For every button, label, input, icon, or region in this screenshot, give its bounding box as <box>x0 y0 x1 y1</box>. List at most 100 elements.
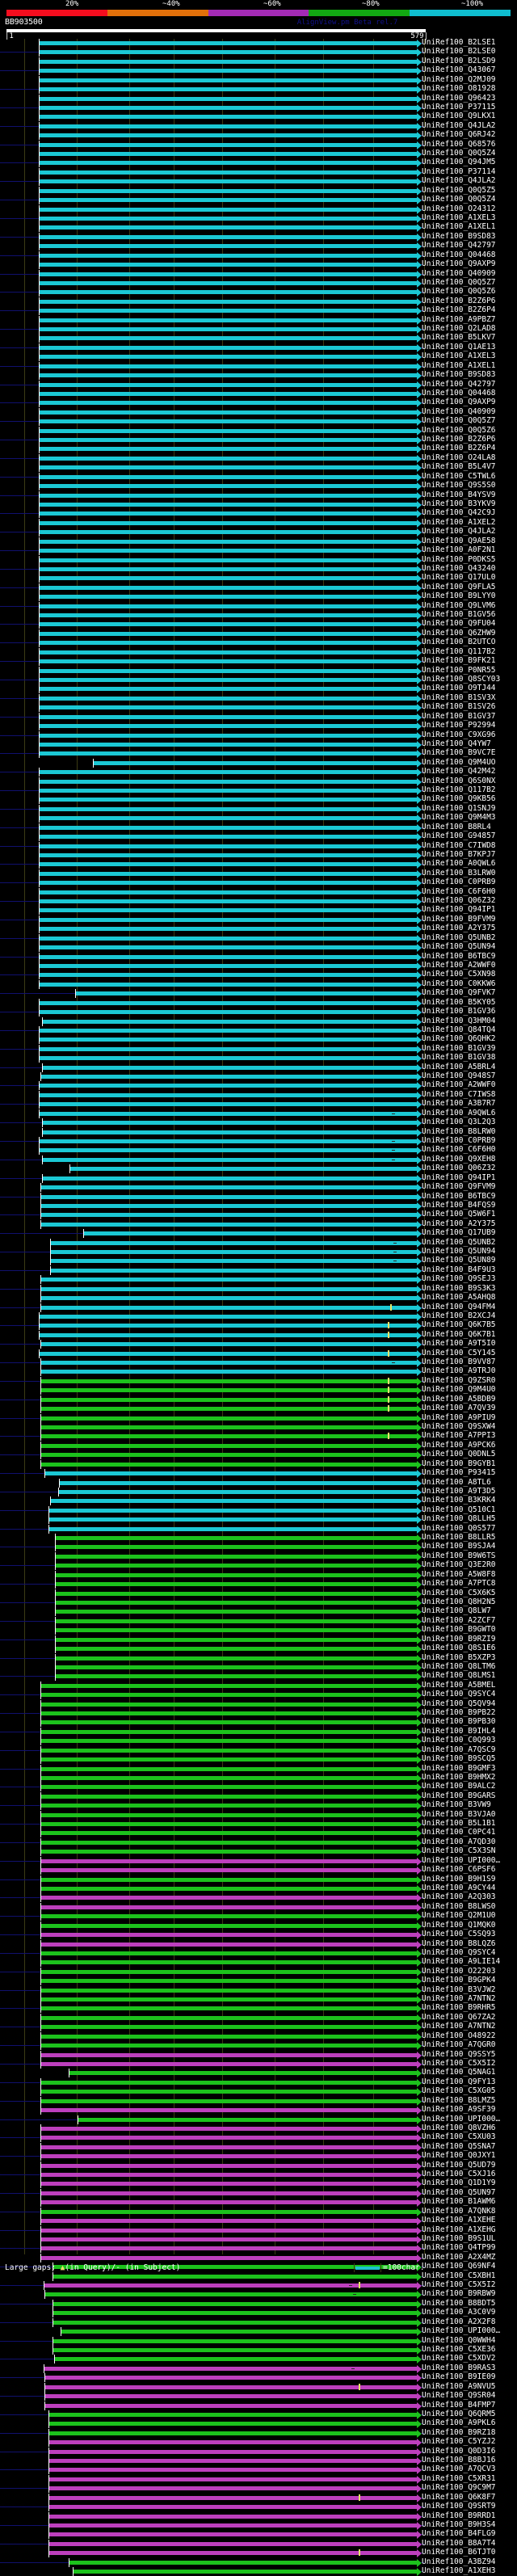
alignment-row[interactable]: UniRef100_B2UTCO <box>0 638 517 648</box>
hsp-bar[interactable] <box>40 87 417 92</box>
hsp-bar[interactable] <box>40 927 417 932</box>
hit-label[interactable]: UniRef100_B9ALC2 <box>422 1782 496 1791</box>
hit-label[interactable]: UniRef100_O24312 <box>422 204 496 213</box>
alignment-row[interactable]: UniRef100_A1XEHE <box>0 2216 517 2226</box>
hit-label[interactable]: UniRef100_Q117B2 <box>422 785 496 795</box>
hsp-bar[interactable] <box>40 1139 417 1143</box>
hsp-bar[interactable] <box>49 2551 417 2556</box>
hsp-bar[interactable] <box>40 604 417 608</box>
hit-label[interactable]: UniRef100_Q06Z32 <box>422 1164 496 1173</box>
hit-label[interactable]: UniRef100_Q6QHK2 <box>422 1034 496 1044</box>
alignment-row[interactable]: UniRef100_O48922 <box>0 2031 517 2041</box>
alignment-row[interactable]: UniRef100_B6TBC9 <box>0 952 517 962</box>
hsp-bar[interactable] <box>40 871 417 876</box>
hit-label[interactable]: UniRef100_B9RZI9 <box>422 1634 496 1644</box>
hsp-bar[interactable] <box>41 1711 417 1716</box>
hit-label[interactable]: UniRef100_Q5W6F1 <box>422 1210 496 1219</box>
hit-label[interactable]: UniRef100_C5XG05 <box>422 2086 496 2096</box>
hsp-bar[interactable] <box>40 465 417 470</box>
alignment-row[interactable]: UniRef100_A5BDB9 <box>0 1395 517 1404</box>
alignment-row[interactable]: UniRef100_P92994 <box>0 721 517 731</box>
alignment-row[interactable]: UniRef100_C5X5I2 <box>0 2059 517 2069</box>
hsp-bar[interactable] <box>40 576 417 581</box>
hsp-bar[interactable] <box>40 309 417 314</box>
hsp-bar[interactable] <box>40 474 417 479</box>
hsp-bar[interactable] <box>41 1739 417 1744</box>
alignment-row[interactable]: UniRef100_Q42M42 <box>0 767 517 777</box>
hit-label[interactable]: UniRef100_B9FK21 <box>422 656 496 666</box>
alignment-row[interactable]: UniRef100_A7NTN2 <box>0 2022 517 2032</box>
hit-label[interactable]: UniRef100_A1XEL1 <box>422 222 496 232</box>
hit-label[interactable]: UniRef100_Q9AXP9 <box>422 398 496 407</box>
alignment-row[interactable]: UniRef100_Q9FLA5 <box>0 583 517 592</box>
hit-label[interactable]: UniRef100_B8BDT5 <box>422 2298 496 2308</box>
hsp-bar[interactable] <box>49 2523 417 2528</box>
alignment-row[interactable]: UniRef100_B9PB22 <box>0 1708 517 1719</box>
hsp-bar[interactable] <box>41 2052 417 2057</box>
alignment-row[interactable]: UniRef100_Q5UNB2 <box>0 933 517 943</box>
alignment-row[interactable]: UniRef100_Q5SNA7 <box>0 2142 517 2152</box>
hit-label[interactable]: UniRef100_Q8LW7 <box>422 1606 491 1616</box>
hsp-bar[interactable] <box>40 225 417 230</box>
hsp-bar[interactable] <box>40 530 417 535</box>
hsp-bar[interactable] <box>56 1618 417 1623</box>
alignment-row[interactable]: UniRef100_B1SV26 <box>0 702 517 713</box>
hit-label[interactable]: UniRef100_A0F2N1 <box>422 545 496 555</box>
alignment-row[interactable]: UniRef100_C0KKW6 <box>0 979 517 989</box>
hit-label[interactable]: UniRef100_B1GV39 <box>422 1043 496 1053</box>
hsp-bar[interactable] <box>41 2191 417 2195</box>
alignment-row[interactable]: UniRef100_C5XJ16 <box>0 2170 517 2180</box>
alignment-row[interactable]: UniRef100_Q17UB9 <box>0 1228 517 1239</box>
hsp-bar[interactable] <box>41 1969 417 1974</box>
alignment-row[interactable]: UniRef100_B7KPJ7 <box>0 849 517 860</box>
alignment-row[interactable]: UniRef100_Q948S7 <box>0 1071 517 1082</box>
hsp-bar[interactable] <box>43 1121 417 1126</box>
hsp-bar[interactable] <box>41 1305 417 1310</box>
hsp-bar[interactable] <box>40 78 417 82</box>
hit-label[interactable]: UniRef100_Q9SYC4 <box>422 1947 496 1957</box>
alignment-row[interactable]: UniRef100_C5Y145 <box>0 1349 517 1358</box>
alignment-row[interactable]: UniRef100_B9GYB1 <box>0 1459 517 1469</box>
hsp-bar[interactable] <box>41 1804 417 1808</box>
hit-label[interactable]: UniRef100_Q9XEH8 <box>422 1154 496 1164</box>
hsp-bar[interactable] <box>41 2228 417 2233</box>
hit-label[interactable]: UniRef100_B9HMX2 <box>422 1772 496 1782</box>
hsp-bar[interactable] <box>40 503 417 507</box>
hit-label[interactable]: UniRef100_Q9LVM6 <box>422 600 496 610</box>
alignment-row[interactable]: UniRef100_Q5UN89 <box>0 1256 517 1266</box>
hsp-bar[interactable] <box>41 1887 417 1891</box>
hsp-bar[interactable] <box>41 2145 417 2149</box>
alignment-row[interactable]: UniRef100_Q9M4UO <box>0 758 517 768</box>
hit-label[interactable]: UniRef100_B9FVM9 <box>422 914 496 924</box>
hsp-bar[interactable] <box>40 835 417 840</box>
hsp-bar[interactable] <box>41 1960 417 1965</box>
hsp-bar[interactable] <box>69 2071 417 2076</box>
alignment-row[interactable]: UniRef100_Q9FY13 <box>0 2077 517 2087</box>
alignment-row[interactable]: UniRef100_B8LRW0 <box>0 1127 517 1137</box>
hit-label[interactable]: UniRef100_A2WWF0 <box>422 961 496 970</box>
hsp-bar[interactable] <box>53 2311 417 2316</box>
alignment-row[interactable]: UniRef100_A9PCK6 <box>0 1441 517 1450</box>
alignment-row[interactable]: UniRef100_O81928 <box>0 84 517 95</box>
hsp-bar[interactable] <box>41 1896 417 1900</box>
alignment-row[interactable]: UniRef100_B5L1B1 <box>0 1819 517 1829</box>
hsp-bar[interactable] <box>40 493 417 498</box>
hsp-bar[interactable] <box>40 714 417 719</box>
alignment-row[interactable]: UniRef100_A1XEL3 <box>0 351 517 362</box>
hit-label[interactable]: UniRef100_B7KPJ7 <box>422 849 496 859</box>
hsp-bar[interactable] <box>40 207 417 212</box>
alignment-row[interactable]: UniRef100_Q0Q5Z6 <box>0 287 517 297</box>
hsp-bar[interactable] <box>40 401 417 406</box>
hit-label[interactable]: UniRef100_A2X4MZ <box>422 2252 496 2262</box>
hit-label[interactable]: UniRef100_B9SJA4 <box>422 1542 496 1551</box>
hsp-bar[interactable] <box>49 2422 417 2427</box>
alignment-row[interactable]: UniRef100_Q0Q5Z5 <box>0 186 517 196</box>
hit-label[interactable]: UniRef100_UPI000… <box>422 1855 501 1865</box>
hsp-bar[interactable] <box>41 2061 417 2066</box>
hsp-bar[interactable] <box>41 1840 417 1845</box>
hit-label[interactable]: UniRef100_B2UTCO <box>422 638 496 647</box>
alignment-row[interactable]: UniRef100_Q42797 <box>0 380 517 389</box>
alignment-row[interactable]: UniRef100_Q8LTM6 <box>0 1662 517 1672</box>
alignment-row[interactable]: UniRef100_A9PBZ7 <box>0 315 517 325</box>
hsp-bar[interactable] <box>49 2412 417 2417</box>
